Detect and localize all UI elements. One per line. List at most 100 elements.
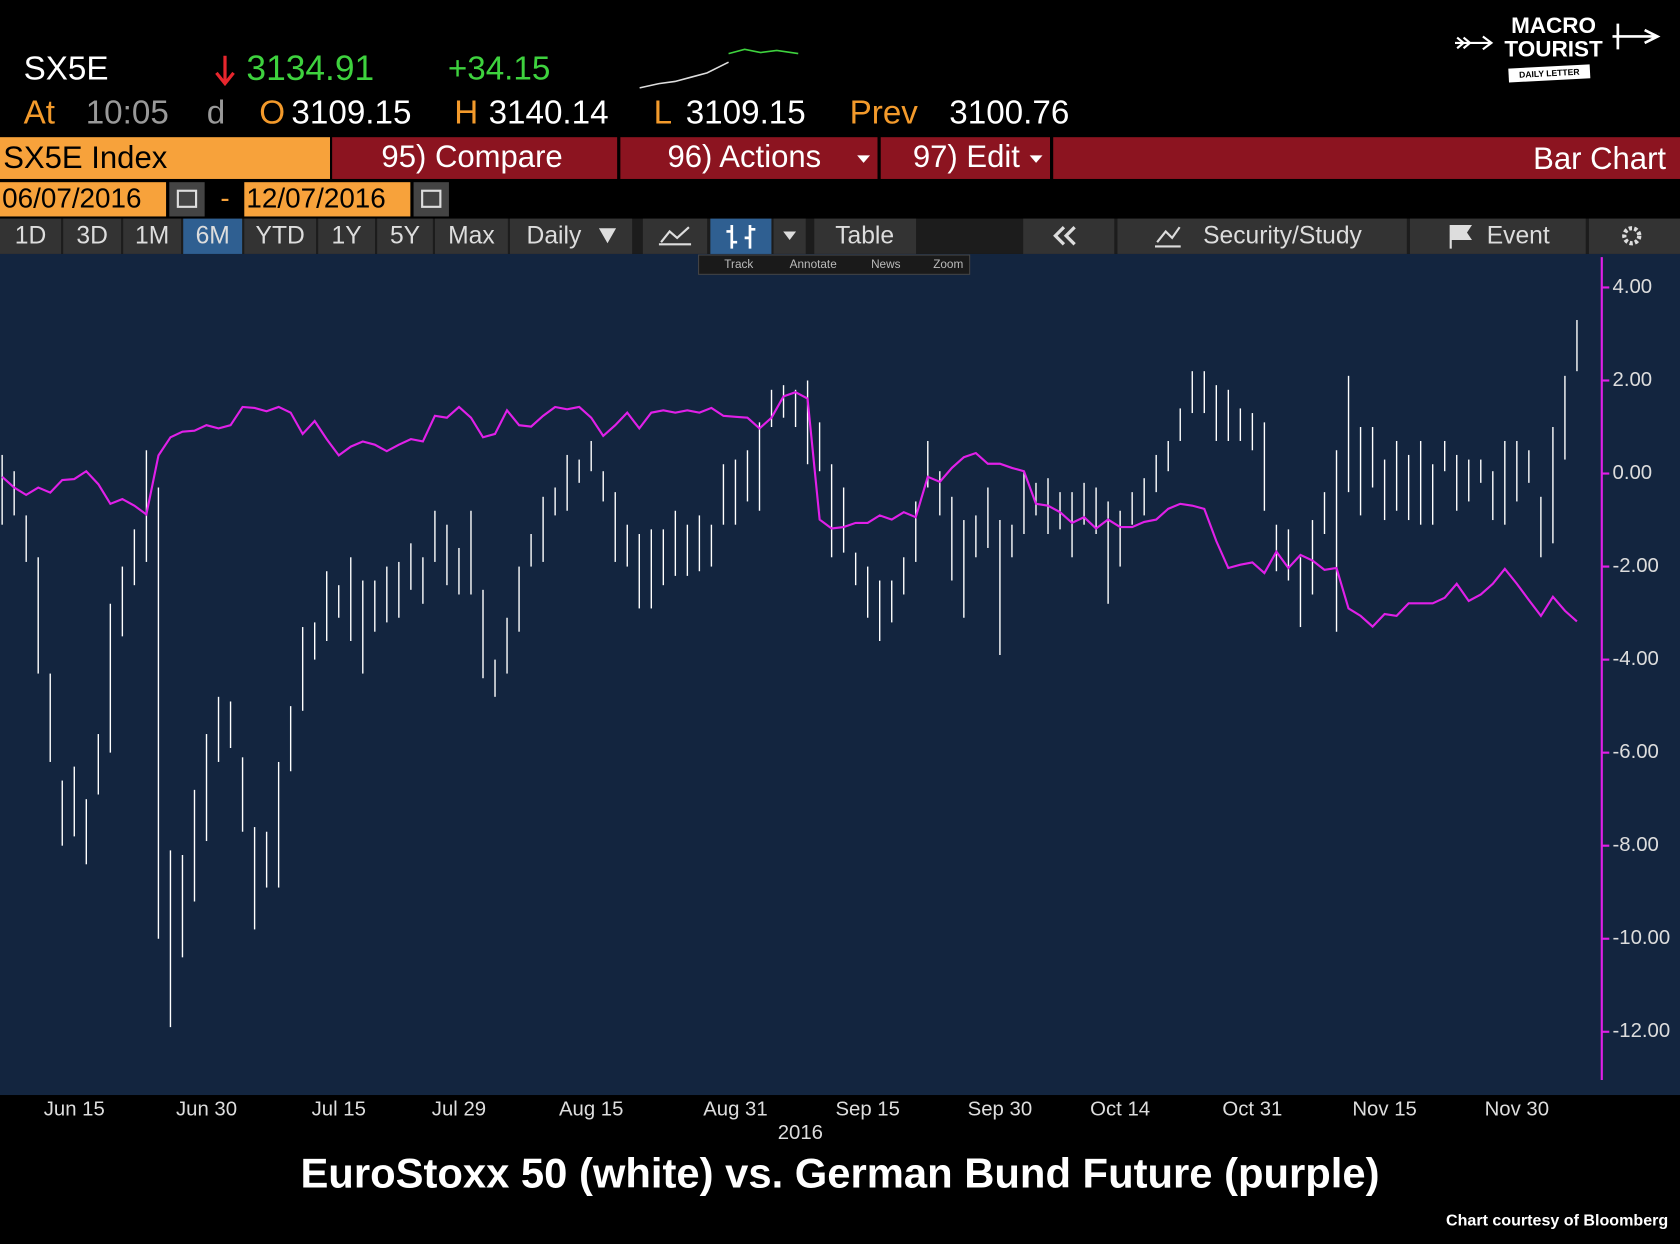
menu-button[interactable] xyxy=(620,137,878,179)
y-tick-label: -2.00 xyxy=(1613,555,1659,577)
menu-bar xyxy=(1053,137,1680,179)
change: +34.15 xyxy=(448,51,550,88)
high-label: H xyxy=(454,94,478,131)
date-input[interactable] xyxy=(0,182,167,217)
date-input[interactable] xyxy=(244,182,411,217)
sparkline xyxy=(639,61,729,89)
sub-tool[interactable]: Track xyxy=(724,258,753,271)
dropdown-icon xyxy=(783,231,797,241)
range-label: 3D xyxy=(76,222,107,249)
range-label: Max xyxy=(448,222,495,249)
bar-chart-button[interactable] xyxy=(710,218,772,254)
x-tick-label: Sep 30 xyxy=(968,1098,1032,1120)
date-separator: - xyxy=(220,183,229,214)
menu-button[interactable] xyxy=(332,137,618,179)
logo-text: MACRO xyxy=(1511,13,1596,38)
start-date: 06/07/2016 xyxy=(2,183,141,214)
x-tick-label: Jul 29 xyxy=(432,1098,486,1120)
low: 3109.15 xyxy=(686,94,806,131)
security-study-button[interactable] xyxy=(1117,218,1407,254)
logo-arrow xyxy=(1455,35,1494,51)
collapse-icon xyxy=(1053,226,1076,246)
range-label: YTD xyxy=(256,222,305,249)
dropdown-icon xyxy=(1029,155,1043,163)
calendar-button[interactable] xyxy=(413,182,449,217)
y-tick-label: -10.00 xyxy=(1613,927,1671,949)
range-button[interactable] xyxy=(63,218,122,254)
range-button[interactable] xyxy=(435,218,508,254)
logo-ribbon xyxy=(1508,64,1591,83)
end-date: 12/07/2016 xyxy=(246,183,385,214)
frequency: Daily xyxy=(527,222,582,249)
range-button[interactable] xyxy=(123,218,182,254)
study-icon xyxy=(1155,226,1181,248)
bar-icon xyxy=(726,225,756,249)
logo-arrow xyxy=(1612,23,1661,50)
open: 3109.15 xyxy=(291,94,411,131)
range-buttons: 1D 3D 1M 6M YTD 1Y 5Y Max xyxy=(0,218,508,254)
event: Event xyxy=(1487,222,1550,249)
y-tick-label: -4.00 xyxy=(1613,648,1659,670)
flag-icon xyxy=(1449,225,1473,249)
high: 3140.14 xyxy=(489,94,609,131)
x-tick-label: Jul 15 xyxy=(312,1098,366,1120)
open-label: O xyxy=(259,94,285,131)
x-tick-label: Aug 15 xyxy=(559,1098,623,1120)
sub-tool[interactable]: Zoom xyxy=(933,258,963,271)
range-button[interactable] xyxy=(0,218,62,254)
logo: MACRO TOURIST DAILY LETTER xyxy=(1455,13,1661,83)
sub-tool[interactable]: Annotate xyxy=(790,258,838,271)
y-tick-label: -12.00 xyxy=(1613,1020,1671,1042)
dropdown-icon xyxy=(598,228,617,244)
range-button[interactable] xyxy=(377,218,433,254)
menu-item: 95) Compare xyxy=(381,139,562,174)
range-label: 1D xyxy=(15,222,46,249)
x-tick-label: Oct 14 xyxy=(1090,1098,1150,1120)
calendar-button[interactable] xyxy=(169,182,205,217)
ticker: SX5E xyxy=(24,51,109,88)
y-tick-label: -6.00 xyxy=(1613,741,1659,763)
table: Table xyxy=(835,222,894,249)
y-tick-label: 0.00 xyxy=(1613,462,1653,484)
frequency-button[interactable] xyxy=(510,218,633,254)
plot-area xyxy=(0,253,1680,1096)
range-button[interactable] xyxy=(244,218,317,254)
time: 10:05 xyxy=(86,94,169,131)
menu-button[interactable] xyxy=(880,137,1050,179)
x-tick-label: Aug 31 xyxy=(703,1098,767,1120)
time-flag: d xyxy=(207,94,225,131)
plot: 4.00 2.00 0.00 -2.00 -4.00 -6.00 -8.00 -10.00 -1… xyxy=(1,257,1671,1120)
sub-tool[interactable]: News xyxy=(871,258,901,271)
x-tick-label: Sep 15 xyxy=(835,1098,899,1120)
security-box[interactable] xyxy=(0,137,330,179)
security: SX5E Index xyxy=(3,140,168,175)
range-label: 1M xyxy=(135,222,169,249)
settings-button[interactable] xyxy=(1588,218,1680,254)
dropdown-icon xyxy=(857,155,870,163)
range-label: 1Y xyxy=(332,222,362,249)
gear-icon xyxy=(1622,226,1642,246)
chart-type: Bar Chart xyxy=(1533,141,1666,176)
x-tick-label: Jun 30 xyxy=(176,1098,237,1120)
x-tick-label: Nov 30 xyxy=(1485,1098,1549,1120)
range-button[interactable] xyxy=(318,218,375,254)
range-label: 5Y xyxy=(390,222,420,249)
logo-text: TOURIST xyxy=(1504,36,1603,61)
down-arrow xyxy=(215,55,235,87)
range-label: 6M xyxy=(196,222,230,249)
y-tick-label: -8.00 xyxy=(1613,834,1659,856)
y-tick-label: 2.00 xyxy=(1613,369,1653,391)
calendar-icon xyxy=(176,189,198,208)
security-study: Security/Study xyxy=(1203,222,1362,249)
sparkline-live xyxy=(728,48,799,55)
time-label: At xyxy=(24,94,55,131)
event-button[interactable] xyxy=(1410,218,1586,254)
range-button[interactable] xyxy=(183,218,243,254)
x-tick-label: Oct 31 xyxy=(1222,1098,1282,1120)
line-icon xyxy=(658,226,692,246)
last-price: 3134.91 xyxy=(246,49,374,88)
table-button[interactable] xyxy=(814,218,917,254)
x-tick-label: Nov 15 xyxy=(1352,1098,1416,1120)
